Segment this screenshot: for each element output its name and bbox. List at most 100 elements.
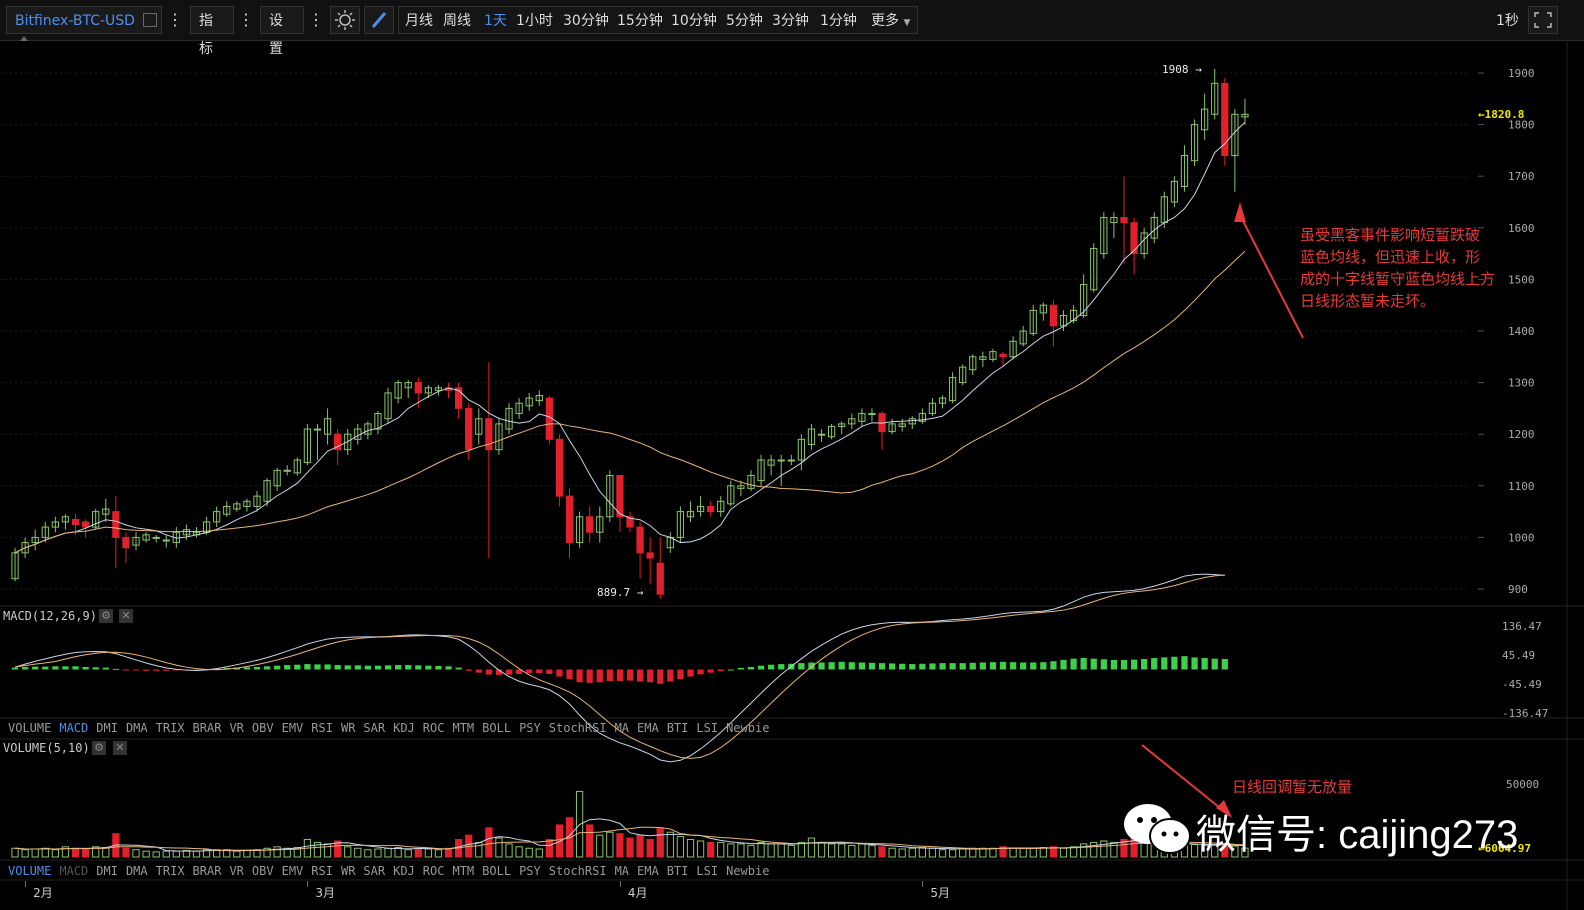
timeframe-5[interactable]: 15分钟: [617, 13, 663, 29]
indicator-tab-dmi[interactable]: DMI: [96, 864, 118, 878]
volume-bar: [1069, 846, 1078, 858]
volume-bar: [807, 837, 816, 858]
symbol-selector[interactable]: Bitfinex-BTC-USD: [6, 6, 162, 34]
indicator-tab-ema[interactable]: EMA: [637, 721, 659, 735]
external-link-icon[interactable]: [143, 13, 157, 27]
volume-bar: [515, 846, 523, 858]
indicator-tab-sar[interactable]: SAR: [363, 721, 386, 735]
indicator-tab-vr[interactable]: VR: [229, 721, 244, 735]
candle-body: [162, 539, 170, 542]
indicator-tab-vr[interactable]: VR: [229, 864, 244, 878]
indicator-tab-trix[interactable]: TRIX: [155, 864, 185, 878]
indicator-tab-psy[interactable]: PSY: [519, 864, 541, 878]
indicator-tab-emv[interactable]: EMV: [281, 864, 304, 878]
indicator-tab-lsi[interactable]: LSI: [696, 864, 719, 878]
macd-hist-bar: [556, 669, 563, 677]
volume-bar: [152, 851, 160, 858]
macd-hist-bar: [1201, 658, 1208, 670]
candle-body: [525, 397, 533, 407]
timeframe-6[interactable]: 10分钟: [671, 13, 717, 29]
indicators-menu-icon[interactable]: ⋮: [238, 10, 254, 29]
indicator-tab-macd[interactable]: MACD: [59, 721, 89, 735]
fullscreen-button[interactable]: [1528, 6, 1558, 34]
candle-body: [192, 531, 201, 536]
macd-hist-bar: [818, 662, 825, 670]
indicator-tab-obv[interactable]: OBV: [251, 721, 274, 735]
volume-settings-icon[interactable]: ⚙: [92, 741, 106, 755]
timeframe-9[interactable]: 1分钟: [820, 13, 857, 29]
indicator-tab-roc[interactable]: ROC: [422, 864, 445, 878]
volume-close-icon[interactable]: ✕: [113, 741, 127, 755]
indicator-tab-bti[interactable]: BTI: [666, 864, 689, 878]
settings-menu-icon[interactable]: ⋮: [308, 10, 324, 29]
theme-toggle-button[interactable]: [330, 6, 360, 34]
indicator-tab-macd[interactable]: MACD: [59, 864, 89, 878]
volume-bar: [404, 849, 412, 858]
indicator-tab-newbie[interactable]: Newbie: [726, 721, 770, 735]
indicators-button[interactable]: 指标: [190, 6, 234, 57]
indicator-tab-dma[interactable]: DMA: [125, 721, 148, 735]
indicator-tab-kdj[interactable]: KDJ: [393, 864, 415, 878]
indicator-tab-dma[interactable]: DMA: [125, 864, 148, 878]
timeframe-4[interactable]: 30分钟: [563, 13, 609, 29]
macd-hist-bar: [1040, 662, 1047, 670]
timeframe-2[interactable]: 1天: [484, 13, 507, 29]
indicator-tab-boll[interactable]: BOLL: [482, 864, 512, 878]
indicator-tab-stochrsi[interactable]: StochRSI: [548, 721, 607, 735]
indicator-tab-boll[interactable]: BOLL: [482, 721, 512, 735]
candle-body: [505, 407, 513, 430]
indicator-tab-ma[interactable]: MA: [614, 864, 630, 878]
timeframe-0[interactable]: 月线: [405, 13, 433, 29]
symbol-menu-icon[interactable]: ⋮: [167, 10, 183, 29]
indicator-tab-emv[interactable]: EMV: [281, 721, 304, 735]
indicator-tab-mtm[interactable]: MTM: [452, 864, 475, 878]
macd-hist-bar: [1110, 659, 1118, 670]
indicator-tab-newbie[interactable]: Newbie: [726, 864, 770, 878]
candle-body: [898, 423, 906, 427]
volume-bar: [1039, 847, 1047, 858]
macd-hist-bar: [364, 665, 372, 670]
indicator-tab-wr[interactable]: WR: [340, 864, 356, 878]
settings-button[interactable]: 设置: [260, 6, 304, 57]
macd-hist-bar: [798, 663, 805, 670]
timeframe-8[interactable]: 3分钟: [772, 13, 809, 29]
timeframe-1[interactable]: 周线: [443, 13, 471, 29]
timeframe-3[interactable]: 1小时: [516, 13, 553, 29]
macd-hist-bar: [213, 668, 220, 670]
timeframe-7[interactable]: 5分钟: [726, 13, 763, 29]
indicator-tab-ema[interactable]: EMA: [637, 864, 659, 878]
refresh-interval[interactable]: 1秒: [1496, 8, 1519, 34]
indicator-tab-brar[interactable]: BRAR: [192, 721, 222, 735]
symbol-dropdown-caret-icon[interactable]: [20, 36, 28, 41]
indicator-tab-rsi[interactable]: RSI: [311, 864, 333, 878]
macd-close-icon[interactable]: ✕: [119, 609, 133, 623]
indicator-tab-trix[interactable]: TRIX: [155, 721, 185, 735]
more-timeframes-button[interactable]: 更多 ▼: [871, 8, 910, 34]
indicator-tab-dmi[interactable]: DMI: [96, 721, 118, 735]
macd-hist-bar: [455, 667, 462, 670]
indicator-tab-mtm[interactable]: MTM: [452, 721, 475, 735]
candle-body: [1120, 216, 1128, 224]
indicator-tab-volume[interactable]: VOLUME: [8, 864, 52, 878]
indicator-tab-psy[interactable]: PSY: [519, 721, 541, 735]
indicator-tab-lsi[interactable]: LSI: [696, 721, 719, 735]
candle-body: [1039, 304, 1047, 314]
draw-tool-button[interactable]: [364, 6, 394, 34]
indicator-tab-ma[interactable]: MA: [614, 721, 630, 735]
more-label: 更多: [871, 13, 899, 29]
indicator-tab-volume[interactable]: VOLUME: [8, 721, 52, 735]
macd-hist-bar: [1060, 659, 1067, 670]
macd-settings-icon[interactable]: ⚙: [99, 609, 113, 623]
indicator-tab-kdj[interactable]: KDJ: [393, 721, 415, 735]
indicator-tab-obv[interactable]: OBV: [251, 864, 274, 878]
indicator-tab-brar[interactable]: BRAR: [192, 864, 222, 878]
indicator-tab-bti[interactable]: BTI: [666, 721, 689, 735]
indicator-tab-rsi[interactable]: RSI: [311, 721, 333, 735]
indicator-tab-sar[interactable]: SAR: [363, 864, 386, 878]
indicator-tab-roc[interactable]: ROC: [422, 721, 445, 735]
volume-bar: [51, 849, 59, 858]
indicator-tab-stochrsi[interactable]: StochRSI: [548, 864, 607, 878]
macd-hist-bar: [1191, 657, 1198, 670]
indicator-tab-wr[interactable]: WR: [340, 721, 356, 735]
